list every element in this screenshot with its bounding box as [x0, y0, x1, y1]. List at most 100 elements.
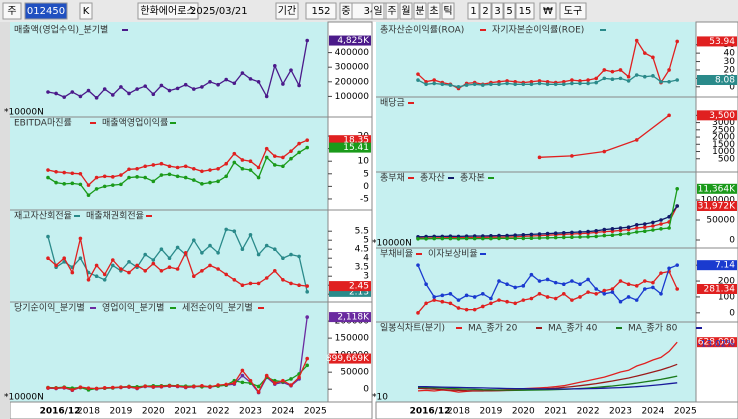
toolbar-text[interactable]: 주: [7, 6, 16, 17]
series-point: [553, 280, 558, 285]
series-point: [659, 222, 663, 226]
series-point: [464, 307, 469, 312]
toolbar-text[interactable]: 012450: [27, 6, 65, 17]
toolbar-button[interactable]: [467, 2, 480, 20]
series-point: [256, 281, 261, 286]
series-point: [62, 182, 66, 186]
toolbar-text[interactable]: 틱: [443, 5, 452, 17]
series-point: [610, 233, 615, 237]
series-point: [432, 295, 437, 299]
series-point: [248, 77, 253, 81]
toolbar-button[interactable]: [559, 2, 587, 20]
series-point: [167, 265, 172, 270]
toolbar-button[interactable]: [427, 2, 441, 20]
toolbar-text[interactable]: K: [83, 6, 90, 17]
toolbar-button[interactable]: [441, 2, 455, 20]
series-point: [127, 260, 131, 264]
series-point: [70, 171, 75, 176]
series-point: [497, 298, 501, 302]
toolbar-text[interactable]: 152: [311, 6, 330, 17]
toolbar-button[interactable]: [79, 2, 93, 20]
series-point: [135, 175, 139, 179]
toolbar-text[interactable]: 월: [401, 5, 410, 17]
series-point: [578, 81, 582, 86]
toolbar-text[interactable]: 2: [482, 6, 488, 17]
series-point: [111, 183, 115, 187]
series-point: [208, 243, 212, 248]
toolbar-text[interactable]: 분: [415, 5, 424, 17]
toolbar-text[interactable]: 일: [373, 5, 382, 17]
toolbar-text[interactable]: 1: [470, 6, 476, 17]
toolbar-button[interactable]: [539, 2, 557, 20]
series-point: [667, 226, 671, 230]
toolbar-button[interactable]: [371, 2, 385, 20]
toolbar-button[interactable]: [515, 2, 535, 20]
toolbar-text[interactable]: 중: [341, 5, 350, 17]
toolbar-text[interactable]: 초: [429, 5, 438, 17]
toolbar-text[interactable]: 한화에어로스: [140, 5, 195, 17]
series-point: [305, 138, 310, 142]
series-point: [626, 225, 631, 229]
toolbar-button[interactable]: [2, 2, 22, 20]
toolbar-text[interactable]: 34: [364, 6, 377, 17]
series-point: [94, 175, 99, 180]
last-value-label: 2.45: [349, 282, 369, 292]
series-point: [94, 187, 99, 191]
toolbar-button[interactable]: [24, 2, 68, 20]
series-point: [248, 233, 253, 237]
toolbar-text[interactable]: ₩: [543, 6, 553, 17]
series-point: [297, 150, 301, 155]
toolbar-button[interactable]: [275, 2, 299, 20]
series-point: [618, 76, 623, 81]
series-point: [456, 237, 461, 241]
x-tick-label: 2021: [544, 407, 567, 417]
toolbar-button[interactable]: [479, 2, 492, 20]
toolbar-button[interactable]: [413, 2, 427, 20]
series-point: [183, 164, 188, 169]
series-point: [448, 236, 453, 241]
toolbar-text[interactable]: 도구: [564, 6, 582, 17]
toolbar-button[interactable]: [503, 2, 516, 20]
series-point: [472, 295, 477, 299]
series-point: [521, 233, 526, 237]
plot-column-bg: [376, 22, 696, 402]
last-value-box: [329, 135, 371, 146]
left-strip: [0, 22, 10, 419]
toolbar-text[interactable]: 주: [387, 6, 396, 17]
legend-label: MA_종가 20: [468, 323, 518, 334]
toolbar-text[interactable]: 기간: [278, 5, 296, 17]
series-point: [659, 227, 663, 231]
series-point: [610, 69, 615, 74]
legend-label: MA_종가 80: [628, 323, 678, 334]
series-point: [456, 84, 461, 89]
toolbar-button[interactable]: [305, 2, 337, 20]
toolbar-button[interactable]: [385, 2, 399, 20]
series-point: [183, 175, 188, 180]
last-value-label: 2.13: [349, 287, 369, 297]
toolbar-button[interactable]: [137, 2, 199, 20]
series-point: [651, 220, 655, 225]
legend-label: 영업이익_분기별: [102, 302, 164, 314]
series-point: [216, 383, 220, 387]
series-point: [545, 79, 550, 84]
series-point: [119, 267, 123, 271]
y-tick-label: 3000: [712, 118, 735, 128]
y-tick-label: 5: [363, 236, 369, 246]
y-tick-label: 1000: [712, 147, 735, 157]
y-tick-label: 50000: [706, 216, 735, 226]
toolbar-text[interactable]: 3: [494, 6, 500, 17]
series-point: [305, 290, 310, 294]
toolbar-button[interactable]: [491, 2, 504, 20]
last-value-box: [697, 284, 737, 294]
toolbar-button[interactable]: [399, 2, 413, 20]
series-point: [135, 263, 139, 268]
series-point: [424, 79, 428, 84]
series-point: [119, 85, 123, 89]
series-point: [570, 81, 574, 86]
x-tick-label: 2025: [674, 407, 697, 417]
series-point: [86, 193, 91, 197]
series-point: [281, 164, 285, 169]
toolbar-text[interactable]: 5: [506, 6, 512, 17]
series-point: [675, 263, 679, 267]
toolbar-text[interactable]: 15: [519, 6, 532, 17]
